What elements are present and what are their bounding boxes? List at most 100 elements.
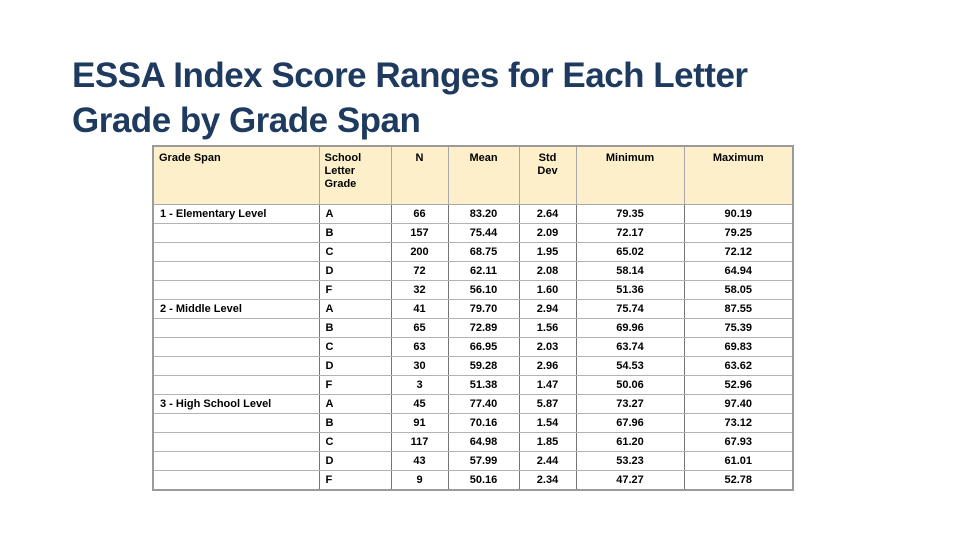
table-body: 1 - Elementary Level A 66 83.20 2.64 79.35 90.… — [152, 204, 794, 491]
page-title: ESSA Index Score Ranges for Each Letter … — [72, 53, 892, 143]
stats-table-container: Grade Span School Letter Grade N Mean St… — [152, 145, 794, 491]
minimum-cell: 65.02 — [575, 242, 685, 262]
table-row: B 91 70.16 1.54 67.96 73.12 — [152, 413, 794, 433]
grade-span-cell — [152, 318, 320, 338]
std-dev-cell: 1.85 — [518, 432, 577, 452]
n-cell: 117 — [390, 432, 449, 452]
std-dev-cell: 1.56 — [518, 318, 577, 338]
grade-span-cell — [152, 451, 320, 471]
letter-grade-cell: A — [318, 394, 392, 414]
grade-span-cell — [152, 413, 320, 433]
table-row: C 63 66.95 2.03 63.74 69.83 — [152, 337, 794, 357]
maximum-cell: 52.96 — [683, 375, 794, 395]
mean-cell: 51.38 — [447, 375, 520, 395]
mean-cell: 57.99 — [447, 451, 520, 471]
letter-grade-cell: F — [318, 470, 392, 491]
maximum-cell: 64.94 — [683, 261, 794, 281]
maximum-cell: 69.83 — [683, 337, 794, 357]
stats-table: Grade Span School Letter Grade N Mean St… — [152, 145, 794, 491]
letter-grade-cell: B — [318, 223, 392, 243]
maximum-cell: 61.01 — [683, 451, 794, 471]
table-row: D 30 59.28 2.96 54.53 63.62 — [152, 356, 794, 376]
maximum-cell: 72.12 — [683, 242, 794, 262]
std-dev-cell: 2.64 — [518, 204, 577, 224]
letter-grade-cell: C — [318, 432, 392, 452]
title-line-2: Grade by Grade Span — [72, 101, 421, 141]
maximum-cell: 75.39 — [683, 318, 794, 338]
letter-grade-cell: F — [318, 375, 392, 395]
table-row: F 9 50.16 2.34 47.27 52.78 — [152, 470, 794, 491]
mean-cell: 70.16 — [447, 413, 520, 433]
n-cell: 66 — [390, 204, 449, 224]
grade-span-cell — [152, 337, 320, 357]
grade-span-cell — [152, 470, 320, 491]
n-cell: 65 — [390, 318, 449, 338]
std-dev-cell: 2.96 — [518, 356, 577, 376]
mean-cell: 66.95 — [447, 337, 520, 357]
n-cell: 63 — [390, 337, 449, 357]
grade-span-cell — [152, 261, 320, 281]
n-cell: 91 — [390, 413, 449, 433]
std-dev-cell: 2.34 — [518, 470, 577, 491]
std-dev-cell: 1.95 — [518, 242, 577, 262]
table-row: D 43 57.99 2.44 53.23 61.01 — [152, 451, 794, 471]
maximum-cell: 67.93 — [683, 432, 794, 452]
minimum-cell: 69.96 — [575, 318, 685, 338]
n-cell: 157 — [390, 223, 449, 243]
table-row: C 200 68.75 1.95 65.02 72.12 — [152, 242, 794, 262]
n-cell: 45 — [390, 394, 449, 414]
col-header-grade-span: Grade Span — [152, 145, 320, 205]
col-header-school-letter-grade: School Letter Grade — [318, 145, 392, 205]
table-row: 1 - Elementary Level A 66 83.20 2.64 79.35 90.… — [152, 204, 794, 224]
minimum-cell: 61.20 — [575, 432, 685, 452]
mean-cell: 50.16 — [447, 470, 520, 491]
maximum-cell: 52.78 — [683, 470, 794, 491]
table-row: F 3 51.38 1.47 50.06 52.96 — [152, 375, 794, 395]
letter-grade-cell: A — [318, 299, 392, 319]
std-dev-cell: 2.08 — [518, 261, 577, 281]
grade-span-cell: 1 - Elementary Level — [152, 204, 320, 224]
grade-span-cell — [152, 280, 320, 300]
letter-grade-cell: C — [318, 242, 392, 262]
col-header-std-dev: Std Dev — [518, 145, 577, 205]
col-header-minimum: Minimum — [575, 145, 685, 205]
minimum-cell: 75.74 — [575, 299, 685, 319]
mean-cell: 83.20 — [447, 204, 520, 224]
grade-span-cell — [152, 375, 320, 395]
maximum-cell: 63.62 — [683, 356, 794, 376]
minimum-cell: 50.06 — [575, 375, 685, 395]
letter-grade-cell: B — [318, 413, 392, 433]
minimum-cell: 47.27 — [575, 470, 685, 491]
std-dev-cell: 1.54 — [518, 413, 577, 433]
n-cell: 9 — [390, 470, 449, 491]
mean-cell: 62.11 — [447, 261, 520, 281]
col-header-mean: Mean — [447, 145, 520, 205]
table-row: B 157 75.44 2.09 72.17 79.25 — [152, 223, 794, 243]
mean-cell: 56.10 — [447, 280, 520, 300]
n-cell: 72 — [390, 261, 449, 281]
table-row: 3 - High School Level A 45 77.40 5.87 73.27 97… — [152, 394, 794, 414]
std-dev-cell: 5.87 — [518, 394, 577, 414]
minimum-cell: 79.35 — [575, 204, 685, 224]
letter-grade-cell: D — [318, 356, 392, 376]
maximum-cell: 79.25 — [683, 223, 794, 243]
letter-grade-cell: D — [318, 261, 392, 281]
minimum-cell: 67.96 — [575, 413, 685, 433]
minimum-cell: 54.53 — [575, 356, 685, 376]
col-header-std-dev-label: Std Dev — [537, 152, 558, 177]
mean-cell: 75.44 — [447, 223, 520, 243]
std-dev-cell: 2.09 — [518, 223, 577, 243]
letter-grade-cell: D — [318, 451, 392, 471]
grade-span-cell: 2 - Middle Level — [152, 299, 320, 319]
grade-span-cell — [152, 356, 320, 376]
table-row: 2 - Middle Level A 41 79.70 2.94 75.74 87.55 — [152, 299, 794, 319]
n-cell: 32 — [390, 280, 449, 300]
minimum-cell: 72.17 — [575, 223, 685, 243]
maximum-cell: 90.19 — [683, 204, 794, 224]
std-dev-cell: 2.44 — [518, 451, 577, 471]
mean-cell: 59.28 — [447, 356, 520, 376]
table-row: C 117 64.98 1.85 61.20 67.93 — [152, 432, 794, 452]
n-cell: 43 — [390, 451, 449, 471]
maximum-cell: 97.40 — [683, 394, 794, 414]
std-dev-cell: 1.60 — [518, 280, 577, 300]
